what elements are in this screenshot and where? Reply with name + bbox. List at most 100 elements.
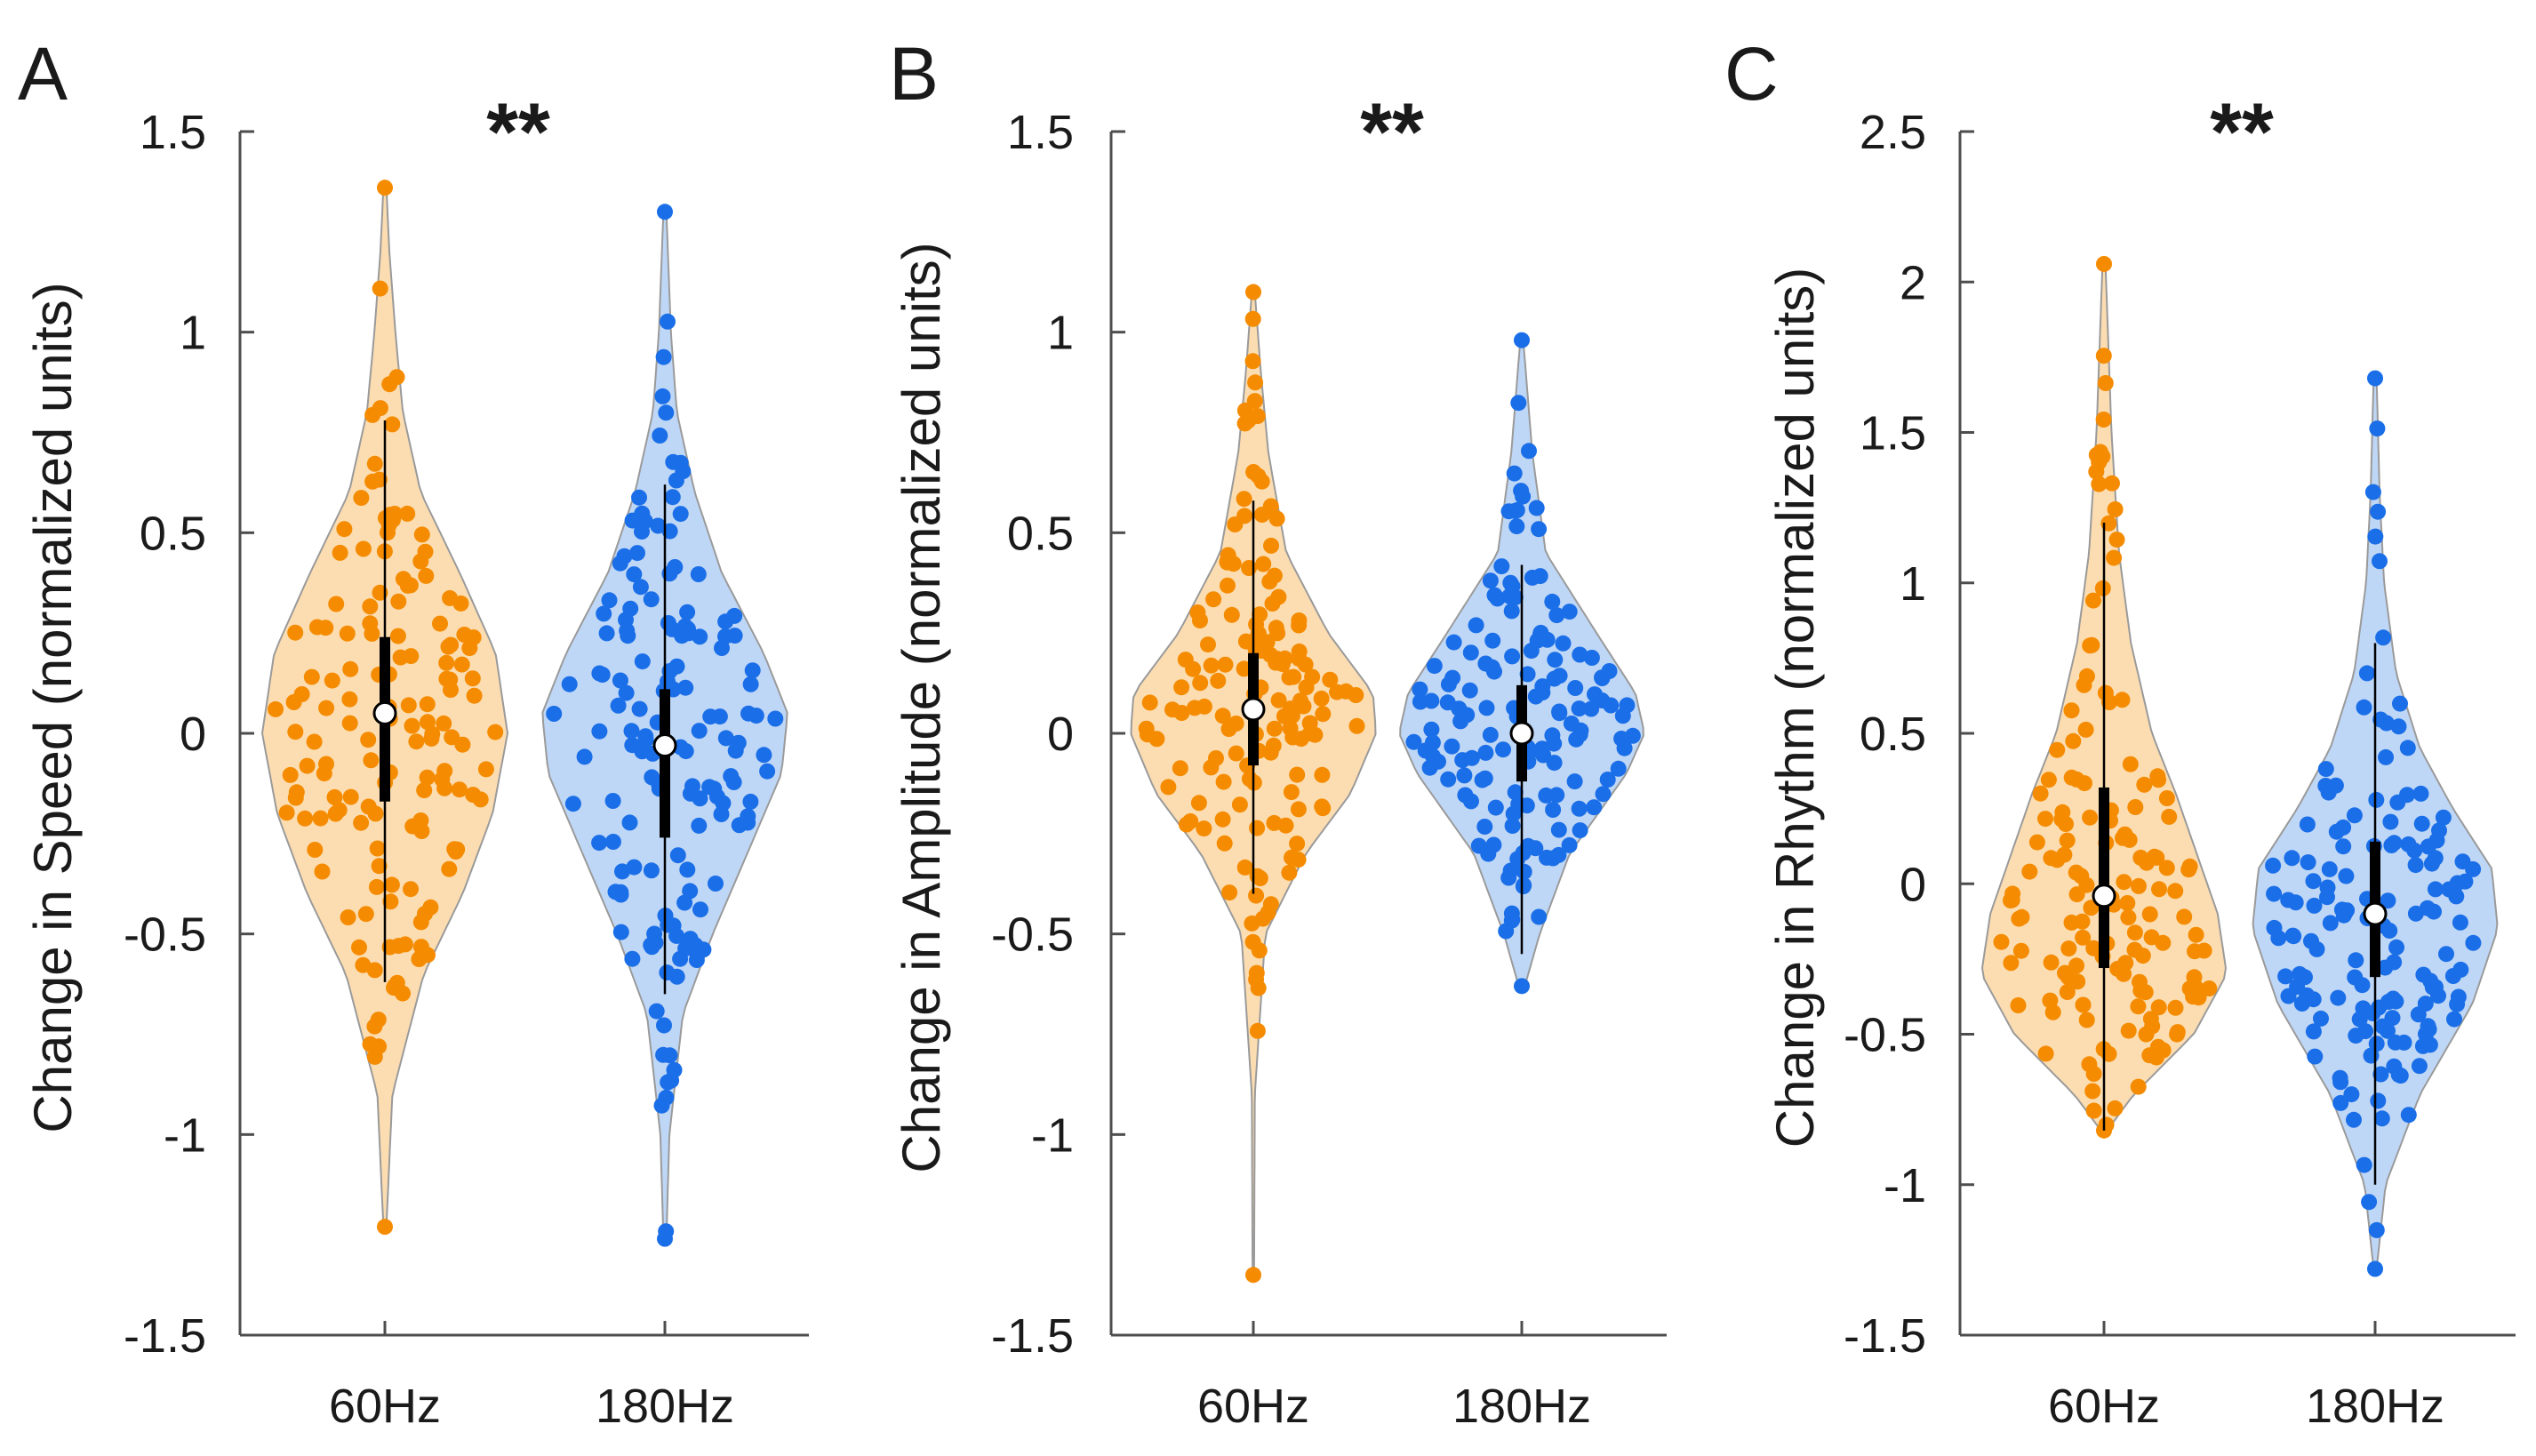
data-point — [1236, 859, 1253, 876]
data-point — [2021, 863, 2038, 880]
data-point — [667, 559, 684, 575]
data-point — [362, 598, 379, 615]
y-tick-label: 0.5 — [140, 507, 206, 560]
data-point — [2299, 816, 2316, 833]
data-point — [400, 697, 417, 714]
data-point — [1601, 663, 1618, 679]
data-point — [2141, 906, 2158, 923]
data-point — [2085, 940, 2102, 956]
data-point — [1417, 742, 1434, 759]
data-point — [2399, 787, 2415, 804]
data-point — [1315, 800, 1332, 817]
data-point — [564, 796, 581, 812]
data-point — [2306, 897, 2323, 914]
data-point — [1583, 700, 1600, 717]
data-point — [1244, 310, 1261, 327]
data-point — [1220, 577, 1236, 594]
data-point — [2043, 850, 2060, 867]
data-point — [2136, 776, 2153, 793]
data-point — [708, 876, 724, 892]
data-point — [2399, 740, 2416, 756]
data-point — [1249, 1022, 1266, 1039]
data-point — [2364, 1005, 2381, 1021]
data-point — [2266, 885, 2283, 902]
data-point — [655, 1046, 672, 1063]
data-point — [2412, 785, 2429, 802]
data-point — [395, 571, 412, 588]
data-point — [654, 388, 671, 404]
data-point — [366, 1018, 383, 1035]
y-tick-label: 1 — [1900, 557, 1926, 611]
data-point — [1506, 465, 1523, 482]
data-point — [1546, 670, 1563, 687]
data-point — [1160, 779, 1177, 796]
data-point — [701, 779, 718, 796]
data-point — [314, 863, 331, 880]
data-point — [2167, 883, 2184, 900]
data-point — [622, 600, 639, 617]
data-point — [2406, 842, 2423, 859]
data-point — [2368, 1036, 2385, 1052]
data-point — [355, 956, 372, 973]
data-point — [377, 180, 393, 196]
x-tick-label: 60Hz — [329, 1380, 441, 1433]
data-point — [318, 756, 334, 772]
data-point — [658, 404, 675, 421]
median-marker — [2092, 884, 2116, 908]
data-point — [287, 724, 304, 740]
data-point — [2176, 908, 2193, 925]
data-point — [2332, 1094, 2349, 1111]
y-tick-label: 0 — [1047, 708, 1074, 761]
data-point — [2427, 850, 2444, 867]
data-point — [2369, 420, 2386, 437]
data-point — [444, 729, 460, 746]
data-point — [2317, 761, 2334, 778]
data-point — [1613, 731, 1630, 747]
data-point — [351, 939, 367, 956]
data-point — [2049, 741, 2066, 758]
data-point — [2097, 684, 2114, 701]
data-point — [1551, 703, 1568, 720]
data-point — [364, 625, 380, 642]
data-point — [677, 679, 694, 696]
y-tick-label: -1 — [1031, 1108, 1074, 1162]
data-point — [364, 473, 381, 490]
data-point — [461, 640, 478, 657]
data-point — [2114, 692, 2131, 708]
data-point — [371, 858, 388, 875]
data-point — [297, 810, 314, 827]
violins — [1130, 284, 1644, 1284]
data-point — [2142, 1011, 2159, 1028]
data-point — [621, 814, 638, 831]
y-tick-label: 0.5 — [1007, 507, 1074, 560]
data-point — [1315, 706, 1332, 723]
data-point — [342, 660, 359, 677]
data-point — [339, 625, 356, 642]
data-point — [2427, 881, 2444, 898]
data-point — [2003, 955, 2020, 972]
data-point — [303, 668, 320, 685]
data-point — [2415, 966, 2432, 983]
data-point — [1487, 799, 1504, 816]
y-tick-labels: 1.5 1 0.5 0 -0.5 -1 -1.5 — [124, 106, 206, 1363]
data-point — [2465, 860, 2482, 877]
data-point — [1214, 708, 1231, 724]
data-point — [2305, 873, 2322, 890]
y-tick-label: -1.5 — [991, 1309, 1074, 1363]
data-point — [2364, 484, 2381, 500]
data-point — [353, 490, 370, 507]
data-point — [2040, 772, 2057, 788]
y-tick-label: 0 — [180, 708, 206, 761]
data-point — [2188, 926, 2204, 943]
data-point — [355, 540, 372, 557]
data-point — [1190, 795, 1207, 812]
x-tick-label: 180Hz — [596, 1380, 734, 1433]
data-point — [2373, 1110, 2390, 1127]
data-point — [1290, 801, 1307, 818]
data-point — [2307, 1048, 2324, 1065]
data-point — [691, 817, 708, 834]
data-point — [1495, 741, 1511, 758]
data-point — [2104, 475, 2120, 492]
data-point — [702, 708, 719, 725]
y-tick-label: -1 — [1884, 1159, 1926, 1212]
